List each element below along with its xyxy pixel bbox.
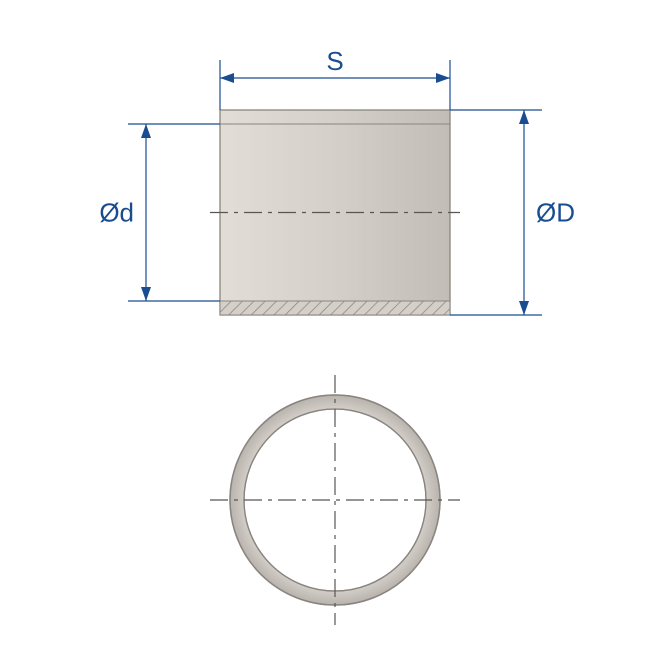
outer-dia-label: ØD [536,198,575,228]
side-view-hatch [220,301,450,315]
s-label: S [326,46,343,76]
d-label: Ød [99,198,134,228]
